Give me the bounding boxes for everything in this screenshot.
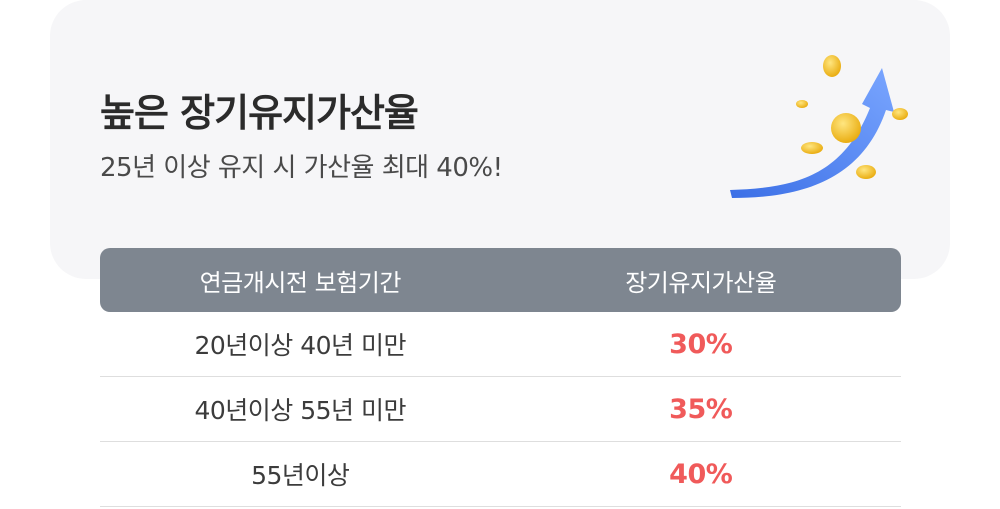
- bonus-rate-table: 연금개시전 보험기간 장기유지가산율 20년이상 40년 미만 30% 40년이…: [100, 248, 901, 507]
- table-row: 55년이상 40%: [100, 442, 901, 507]
- card-subtitle: 25년 이상 유지 시 가산율 최대 40%!: [100, 153, 503, 183]
- row-rate: 35%: [669, 393, 733, 425]
- table-row: 40년이상 55년 미만 35%: [100, 377, 901, 442]
- row-period: 55년이상: [251, 461, 350, 490]
- card-title: 높은 장기유지가산율: [100, 91, 419, 135]
- header-period: 연금개시전 보험기간: [199, 268, 402, 297]
- table-row: 20년이상 40년 미만 30%: [100, 312, 901, 377]
- row-rate: 40%: [669, 458, 733, 490]
- row-period: 40년이상 55년 미만: [194, 396, 407, 425]
- row-period: 20년이상 40년 미만: [194, 331, 407, 360]
- rising-arrow-coins-icon: [730, 55, 908, 198]
- row-rate: 30%: [669, 328, 733, 360]
- table-header: 연금개시전 보험기간 장기유지가산율: [100, 248, 901, 312]
- header-rate: 장기유지가산율: [625, 268, 777, 297]
- info-card: [50, 0, 950, 279]
